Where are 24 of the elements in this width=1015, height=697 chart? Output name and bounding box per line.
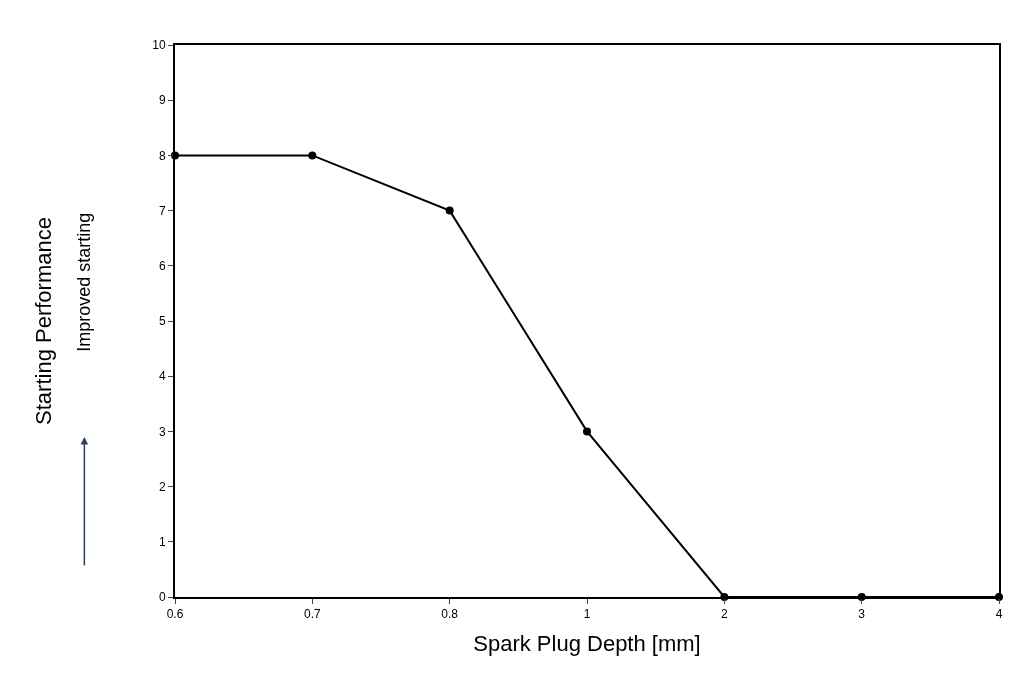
x-tick-label: 0.8: [441, 607, 459, 622]
y-tick-label: 2: [158, 479, 166, 494]
x-tick-label: 2: [720, 607, 728, 622]
x-tick-label: 4: [995, 607, 1003, 622]
x-tick-label: 1: [583, 607, 591, 622]
point: [583, 427, 591, 436]
point: [445, 206, 454, 215]
y-tick-label: 8: [158, 148, 166, 163]
y-tick-label: 9: [158, 93, 166, 108]
y-tick-label: 6: [158, 259, 166, 273]
x-tick-label: 0.7: [303, 607, 321, 622]
x-tick-label: 0.6: [166, 607, 184, 622]
text: Improved starting: [74, 212, 94, 352]
x-tick-label: 3: [858, 607, 866, 622]
point: [308, 151, 317, 160]
y-tick-label: 3: [158, 424, 166, 439]
y-tick-label: 7: [158, 203, 166, 218]
x-axis-title: Spark Plug Depth [mm]: [473, 630, 701, 656]
y-tick-label: 1: [158, 535, 166, 549]
y-axis-title: Starting Performance: [30, 217, 56, 425]
y-tick-label: 10: [152, 38, 166, 53]
y-tick-label: 5: [158, 314, 166, 329]
y-tick-label: 4: [158, 369, 166, 384]
y-tick-label: 0: [158, 590, 166, 605]
